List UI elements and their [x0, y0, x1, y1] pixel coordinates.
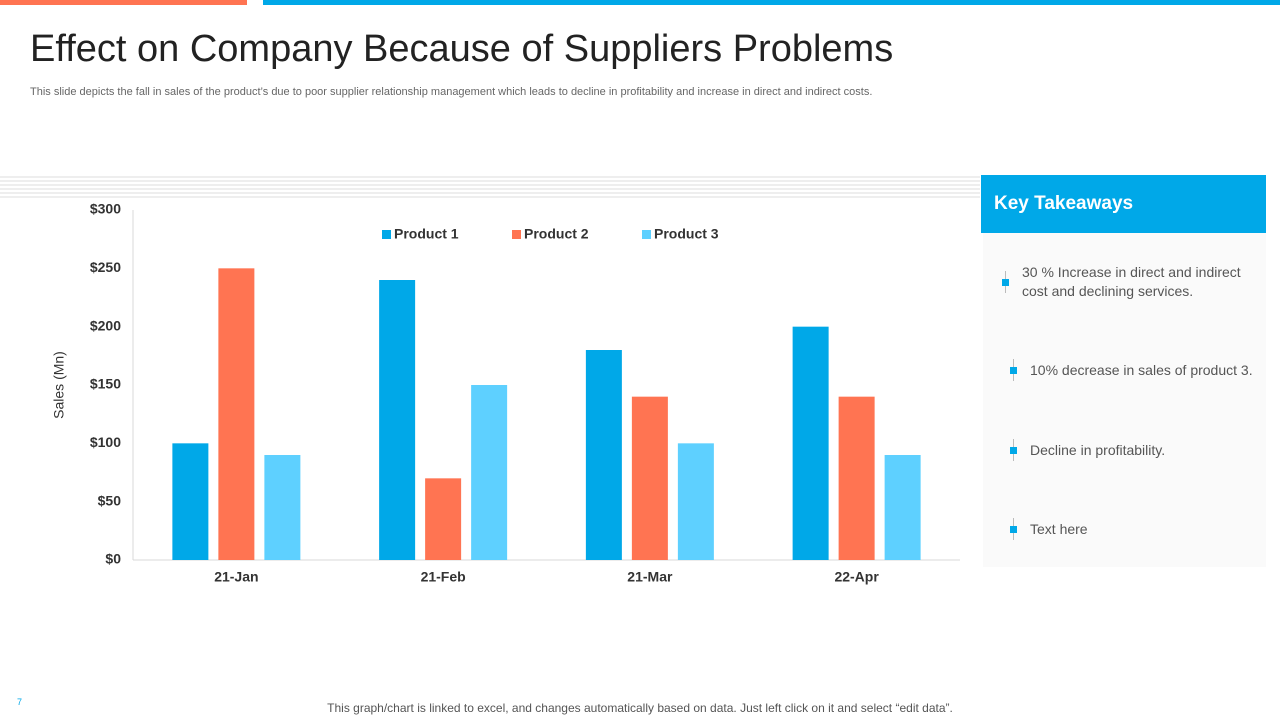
y-tick-label: $300 [90, 201, 121, 217]
bar [631, 396, 668, 560]
bar [172, 443, 209, 560]
marker [1010, 526, 1017, 533]
bar [838, 396, 875, 560]
legend-label: Product 3 [654, 226, 719, 242]
marker [1002, 279, 1009, 286]
page-number: 7 [17, 697, 23, 707]
y-tick-label: $100 [90, 434, 121, 450]
bar [677, 443, 714, 560]
decor-lines [0, 176, 980, 198]
subtitle: This slide depicts the fall in sales of … [30, 86, 873, 98]
title: Effect on Company Because of Suppliers P… [30, 28, 894, 70]
bar [218, 268, 255, 560]
x-tick-label: 21-Mar [627, 569, 673, 585]
takeaway: 30 % Increase in direct and indirect cos… [1022, 264, 1241, 299]
y-tick-label: $50 [98, 492, 122, 508]
y-axis-label: Sales (Mn) [51, 351, 67, 419]
accent-bar [0, 0, 247, 5]
marker [1010, 367, 1017, 374]
bar [884, 455, 921, 560]
takeaway: 10% decrease in sales of product 3. [1030, 362, 1253, 378]
y-tick-label: $200 [90, 317, 121, 333]
x-tick-label: 22-Apr [834, 569, 879, 585]
bar [792, 326, 829, 560]
bar [379, 280, 416, 560]
x-tick-label: 21-Feb [421, 569, 466, 585]
y-tick-label: $250 [90, 259, 121, 275]
takeaways-panel: 30 % Increase in direct and indirect cos… [983, 233, 1266, 567]
marker [1010, 447, 1017, 454]
bar [425, 478, 462, 560]
legend-swatch [512, 230, 521, 239]
takeaways-title: Key Takeaways [981, 175, 1266, 233]
x-tick-label: 21-Jan [214, 569, 258, 585]
footer-note: This graph/chart is linked to excel, and… [327, 701, 953, 715]
legend-swatch [642, 230, 651, 239]
takeaway: Decline in profitability. [1030, 442, 1166, 458]
bar [471, 385, 508, 560]
accent-bar [263, 0, 1280, 5]
takeaway: Text here [1030, 521, 1088, 537]
chart: Sales (Mn) $0 $50 $100 $150 $200 $250 $300 21-J… [0, 176, 980, 585]
y-tick-label: $150 [90, 376, 121, 392]
legend-label: Product 1 [394, 226, 459, 242]
bar [585, 350, 622, 560]
legend-label: Product 2 [524, 226, 589, 242]
y-tick-label: $0 [105, 551, 121, 567]
legend-swatch [382, 230, 391, 239]
bar [264, 455, 301, 560]
